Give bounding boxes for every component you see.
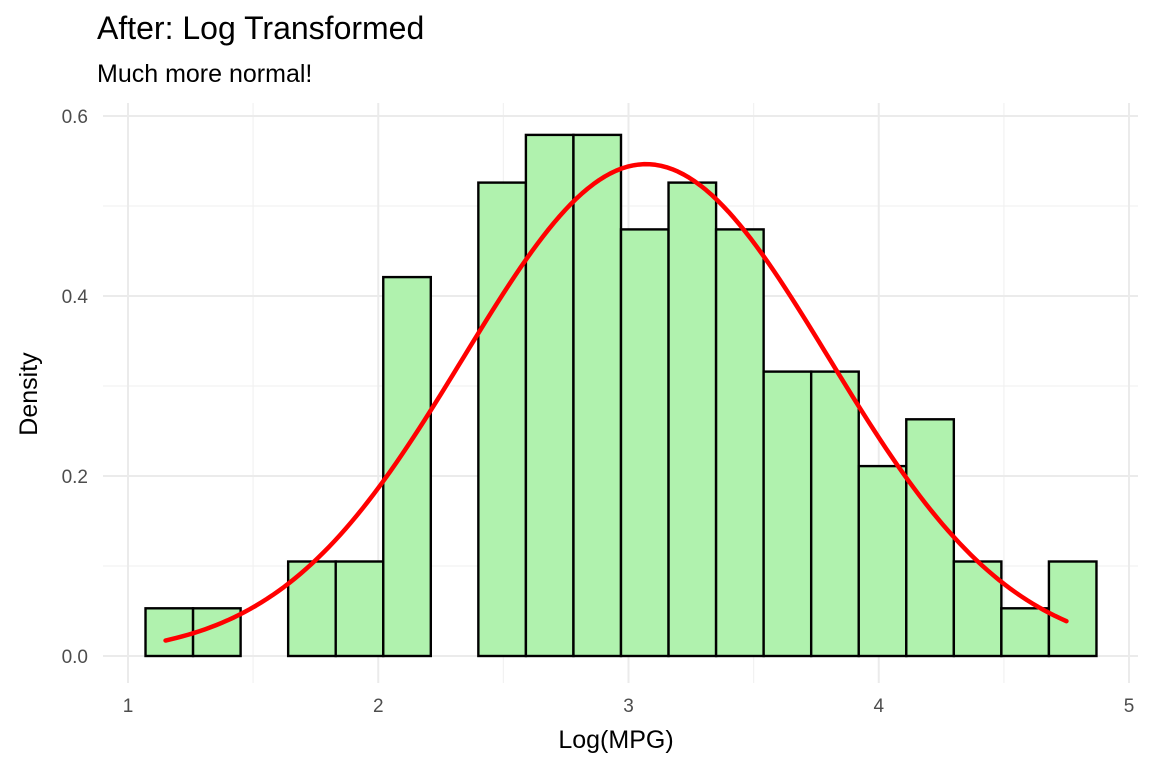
normal-density-curve — [163, 161, 1069, 643]
histogram-bar — [1000, 607, 1051, 658]
histogram-bar — [809, 370, 860, 658]
chart-subtitle: Much more normal! — [97, 60, 313, 88]
histogram-bar — [619, 228, 670, 658]
histogram-bar — [762, 370, 813, 658]
x-tick-label: 5 — [1124, 696, 1135, 717]
y-tick-label: 0.0 — [62, 647, 88, 668]
x-tick-label: 1 — [123, 696, 134, 717]
tick-labels: 1 2 3 4 5 0.0 0.2 0.4 0.6 — [62, 107, 1135, 717]
histogram-bar — [714, 228, 765, 658]
histogram-bar — [667, 181, 718, 658]
histogram-bars — [144, 133, 1098, 658]
x-axis-title: Log(MPG) — [558, 726, 673, 754]
histogram-bar — [334, 560, 385, 658]
x-tick-label: 2 — [373, 696, 384, 717]
histogram-bar — [857, 464, 908, 658]
histogram-bar — [382, 275, 433, 658]
density-curve-layer — [163, 161, 1069, 643]
histogram-bar — [905, 418, 956, 658]
histogram-bar — [572, 133, 623, 658]
y-tick-label: 0.4 — [62, 287, 89, 308]
y-tick-label: 0.2 — [62, 467, 88, 488]
histogram-bar — [477, 181, 528, 658]
y-axis-title: Density — [15, 352, 43, 436]
histogram-bar — [144, 607, 195, 658]
y-tick-label: 0.6 — [62, 107, 88, 128]
histogram-bar — [524, 133, 575, 658]
chart-title: After: Log Transformed — [97, 10, 425, 46]
x-tick-label: 3 — [623, 696, 634, 717]
histogram-bar — [1047, 560, 1098, 658]
x-tick-label: 4 — [873, 696, 884, 717]
